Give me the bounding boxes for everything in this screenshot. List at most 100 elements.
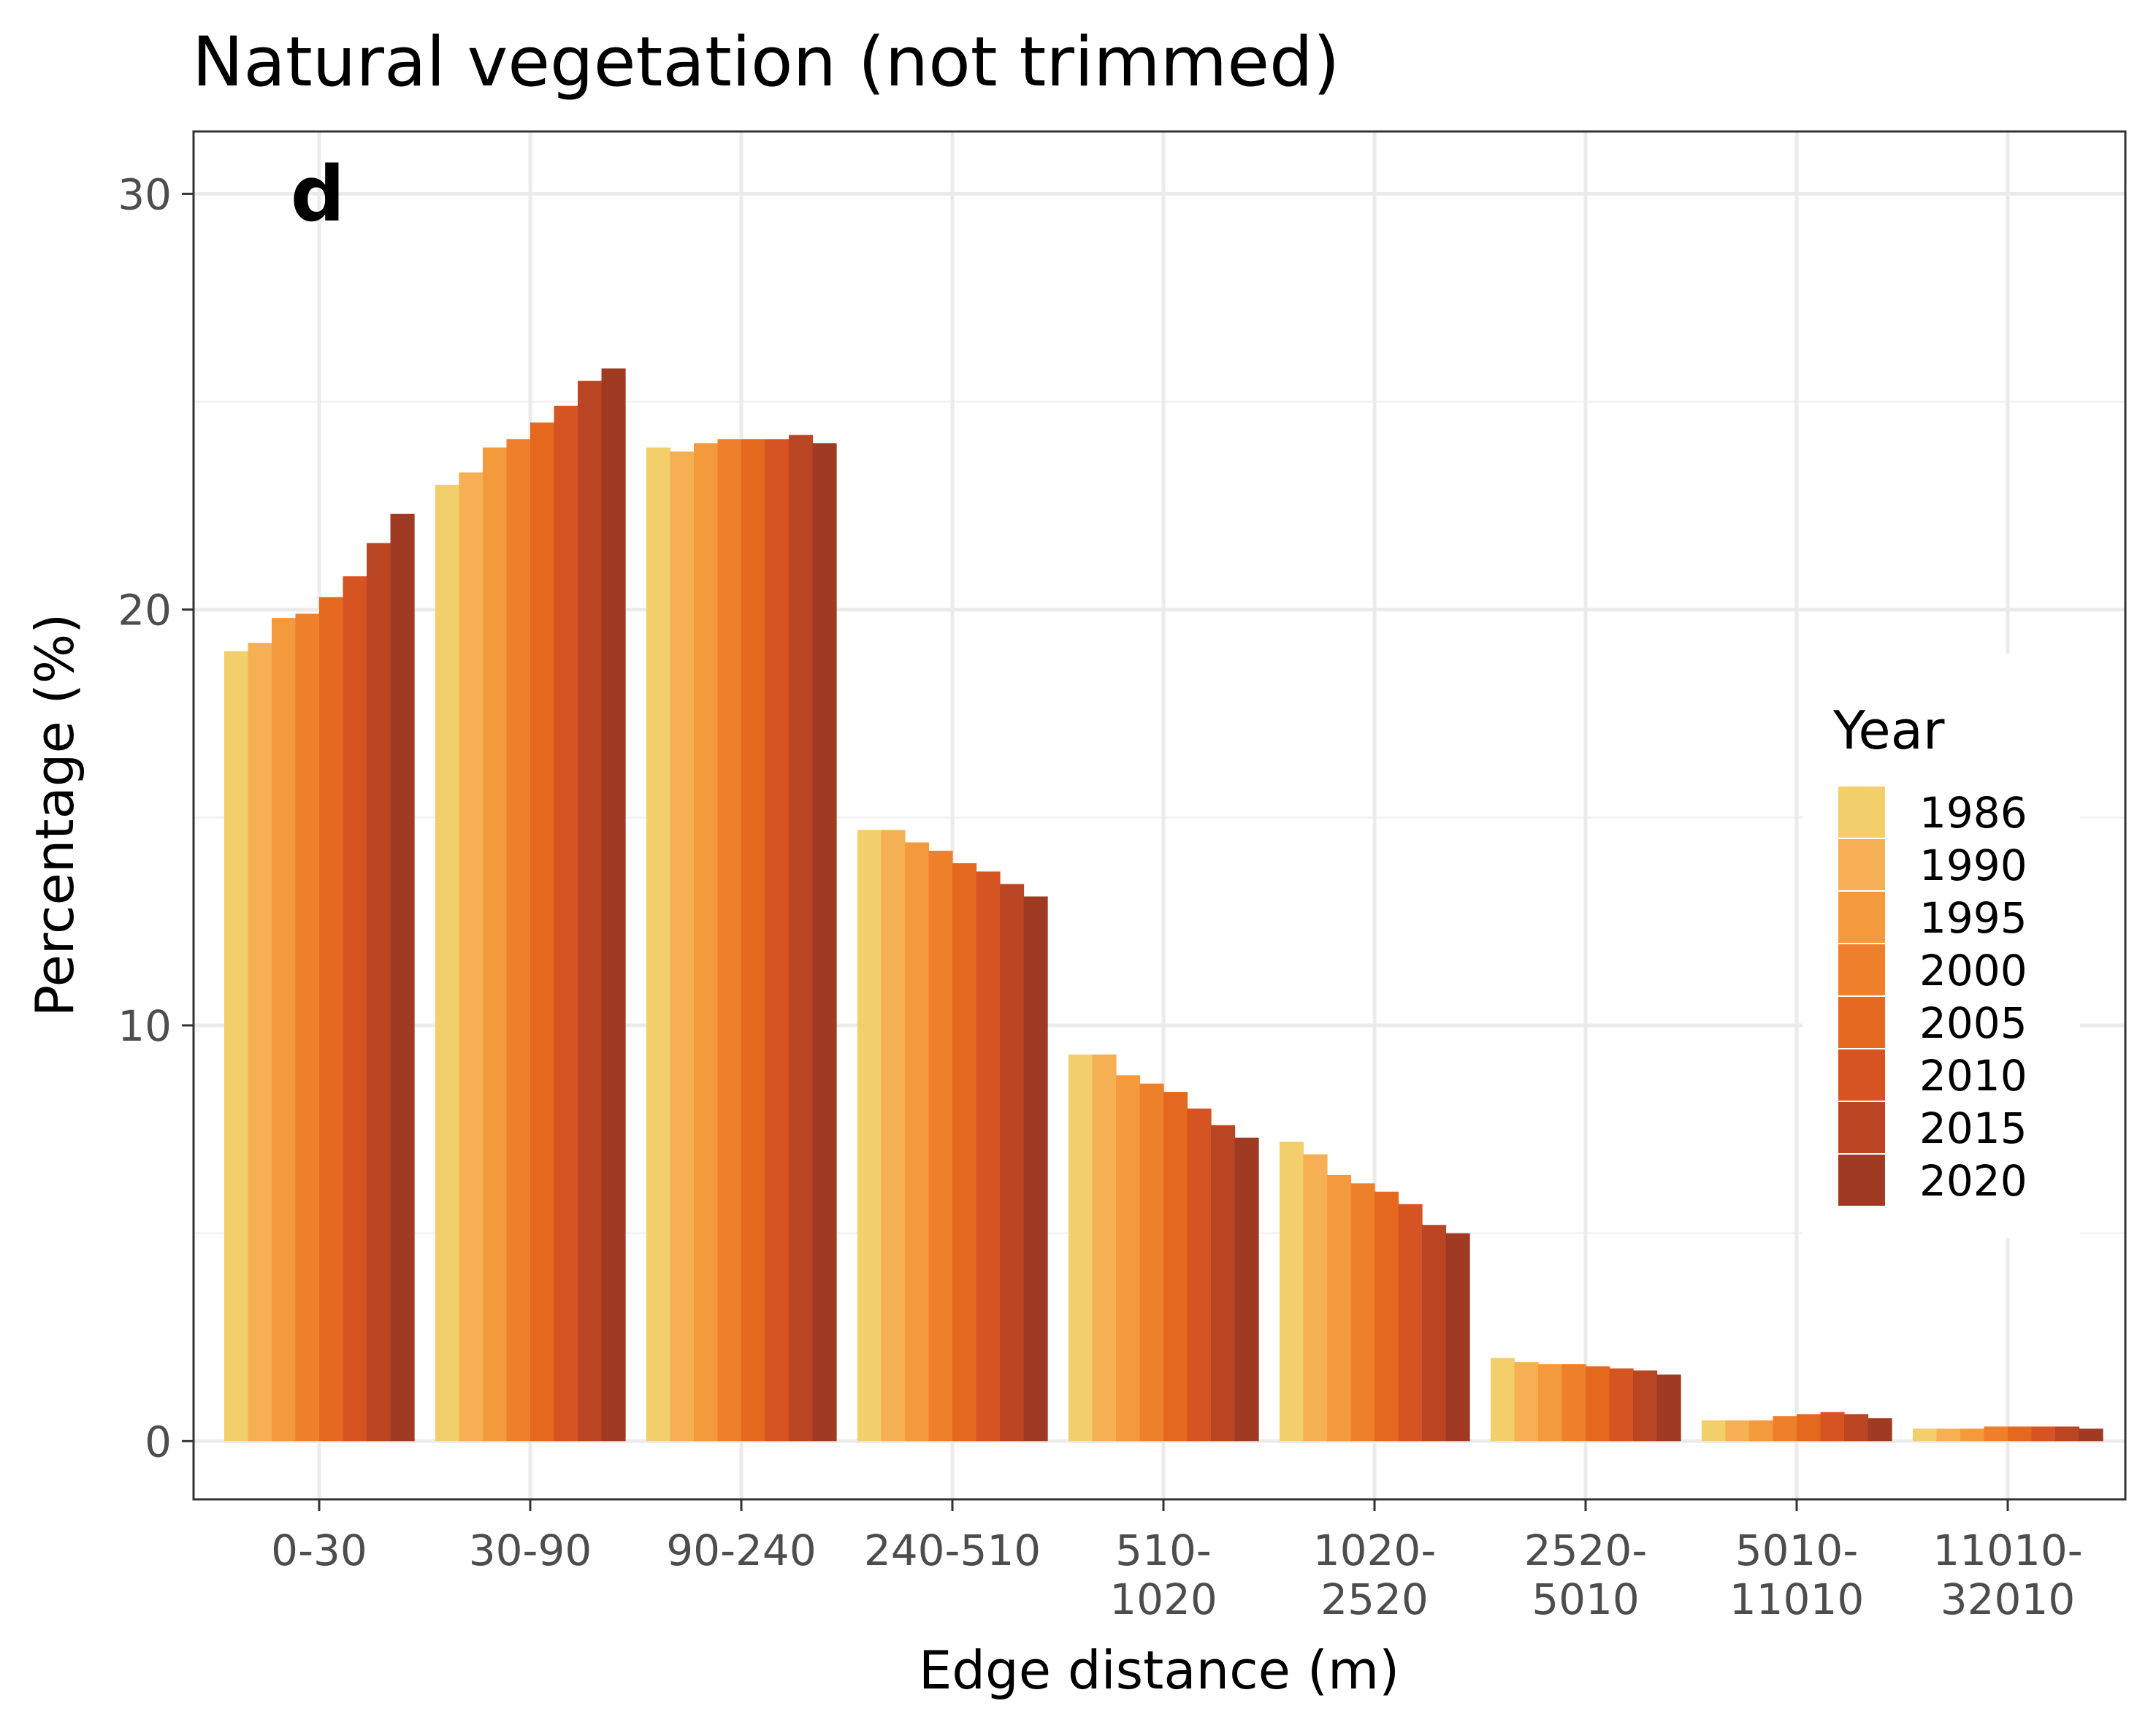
- bar-1986-240-510: [857, 830, 882, 1442]
- bar-2005-510-1020: [1163, 1092, 1188, 1442]
- bar-2020-510-1020: [1234, 1137, 1259, 1442]
- legend-label-2015: 2015: [1919, 1104, 2027, 1153]
- bar-2000-90-240: [717, 439, 742, 1442]
- bar-2020-2520-5010: [1656, 1374, 1681, 1442]
- x-tick-label: 1020-2520: [1313, 1526, 1437, 1624]
- bar-2015-90-240: [789, 435, 814, 1442]
- bar-2000-2520-5010: [1561, 1363, 1586, 1442]
- bar-1986-1020-2520: [1279, 1141, 1304, 1442]
- x-tick-label: 240-510: [864, 1526, 1041, 1575]
- bar-2010-2520-5010: [1609, 1368, 1634, 1442]
- bar-1990-510-1020: [1092, 1054, 1117, 1442]
- y-tick-label: 10: [118, 1001, 172, 1051]
- y-axis-title: Percentage (%): [24, 613, 85, 1017]
- bar-1995-2520-5010: [1537, 1363, 1563, 1442]
- legend-label-1986: 1986: [1919, 788, 2027, 838]
- bar-2010-30-90: [554, 405, 578, 1442]
- bar-1990-1020-2520: [1303, 1154, 1328, 1442]
- y-tick-label: 30: [118, 169, 172, 219]
- bar-1990-5010-11010: [1725, 1420, 1750, 1442]
- bar-1990-11010-32010: [1936, 1428, 1961, 1442]
- bar-1986-30-90: [435, 484, 460, 1442]
- bar-2020-11010-32010: [2079, 1428, 2103, 1442]
- bar-2005-2520-5010: [1586, 1366, 1610, 1442]
- bar-2015-510-1020: [1211, 1125, 1236, 1442]
- bar-1995-30-90: [482, 447, 508, 1442]
- bar-2005-11010-32010: [2008, 1426, 2033, 1442]
- bar-1995-510-1020: [1115, 1075, 1141, 1442]
- legend-key-2005: [1837, 995, 1886, 1049]
- bar-1995-5010-11010: [1748, 1420, 1774, 1442]
- bar-1995-1020-2520: [1326, 1174, 1352, 1442]
- bar-2015-5010-11010: [1844, 1414, 1869, 1442]
- chart-title: Natural vegetation (not trimmed): [192, 23, 1339, 102]
- bar-2005-240-510: [952, 862, 977, 1442]
- x-axis-title: Edge distance (m): [919, 1640, 1399, 1701]
- legend-key-2010: [1837, 1048, 1886, 1102]
- bar-1990-0-30: [248, 643, 272, 1442]
- bar-2015-11010-32010: [2055, 1426, 2080, 1442]
- legend-key-1990: [1837, 838, 1886, 892]
- bar-2020-30-90: [601, 368, 626, 1442]
- panel-label: d: [291, 150, 345, 239]
- axes: 0 10 20 30 0-30 30-90 90-240 240-510 510-1020 102…: [118, 169, 2083, 1624]
- x-tick-label: 5010-11010: [1729, 1526, 1865, 1624]
- bar-1995-11010-32010: [1960, 1428, 1985, 1442]
- legend-label-2000: 2000: [1919, 946, 2027, 995]
- bar-2010-240-510: [976, 871, 1001, 1442]
- y-tick-label: 20: [118, 586, 172, 635]
- bar-2010-5010-11010: [1820, 1412, 1845, 1442]
- legend-key-2000: [1837, 943, 1886, 997]
- x-tick-label: 2520-5010: [1524, 1526, 1648, 1624]
- bar-1986-11010-32010: [1912, 1428, 1938, 1442]
- bar-1986-510-1020: [1068, 1054, 1093, 1442]
- bar-2010-11010-32010: [2031, 1426, 2056, 1442]
- legend-label-1990: 1990: [1919, 841, 2027, 890]
- x-tick-label: 11010-32010: [1933, 1526, 2082, 1624]
- legend-key-2020: [1837, 1153, 1886, 1207]
- bar-1990-240-510: [881, 830, 906, 1442]
- bar-2010-90-240: [765, 439, 790, 1442]
- bar-2005-1020-2520: [1375, 1191, 1399, 1442]
- bar-2005-0-30: [319, 597, 344, 1442]
- bar-2020-90-240: [812, 443, 837, 1442]
- bar-2010-0-30: [343, 576, 367, 1442]
- bar-2005-30-90: [530, 422, 555, 1442]
- bar-2000-0-30: [295, 613, 320, 1442]
- bar-2005-90-240: [741, 439, 766, 1442]
- bar-2000-30-90: [506, 439, 531, 1442]
- bar-2000-240-510: [928, 850, 953, 1442]
- bar-1995-240-510: [904, 842, 930, 1442]
- bar-2000-11010-32010: [1984, 1426, 2008, 1442]
- legend-key-2015: [1837, 1101, 1886, 1155]
- bar-2020-1020-2520: [1445, 1233, 1470, 1442]
- bar-2010-510-1020: [1187, 1108, 1212, 1442]
- x-tick-label: 510-1020: [1109, 1526, 1217, 1624]
- bar-2015-30-90: [578, 380, 603, 1442]
- bar-2020-240-510: [1023, 896, 1048, 1442]
- bar-1990-2520-5010: [1514, 1362, 1539, 1442]
- legend-title: Year: [1832, 700, 1945, 761]
- bar-2000-5010-11010: [1773, 1416, 1797, 1442]
- x-tick-label: 30-90: [469, 1526, 592, 1575]
- x-tick-label: 90-240: [666, 1526, 816, 1575]
- legend-label-1995: 1995: [1919, 893, 2027, 943]
- bar-1995-90-240: [693, 443, 719, 1442]
- bar-2000-1020-2520: [1350, 1183, 1375, 1442]
- bar-1986-5010-11010: [1701, 1420, 1727, 1442]
- legend-key-1986: [1837, 785, 1886, 839]
- plot-panel-border: [192, 130, 2127, 1501]
- legend-label-2010: 2010: [1919, 1051, 2027, 1101]
- bar-1986-90-240: [646, 447, 671, 1442]
- bar-2015-1020-2520: [1422, 1225, 1447, 1442]
- legend-label-2005: 2005: [1919, 998, 2027, 1048]
- bar-1990-30-90: [459, 472, 483, 1442]
- legend-key-1995: [1837, 890, 1886, 944]
- bar-2010-1020-2520: [1398, 1204, 1423, 1442]
- bar-1990-90-240: [670, 451, 695, 1442]
- bar-1995-0-30: [271, 618, 297, 1442]
- y-tick-label: 0: [145, 1417, 172, 1466]
- x-tick-label: 0-30: [271, 1526, 367, 1575]
